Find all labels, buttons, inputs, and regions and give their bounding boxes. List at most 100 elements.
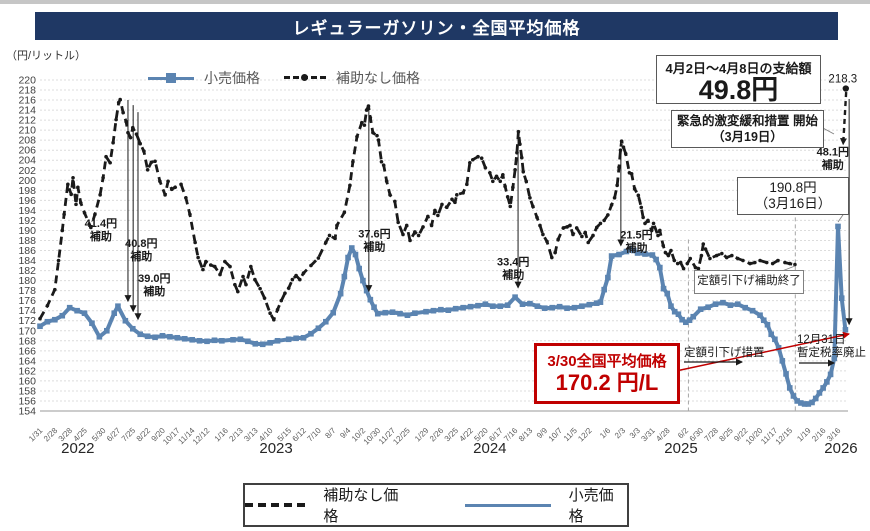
svg-text:2/13: 2/13	[227, 426, 245, 444]
svg-text:3/31: 3/31	[639, 426, 657, 444]
svg-text:12/12: 12/12	[191, 426, 212, 447]
svg-text:2022: 2022	[61, 440, 94, 457]
svg-text:176: 176	[18, 295, 36, 307]
legend-top: 小売価格 補助なし価格	[148, 68, 420, 88]
y-axis-unit-label: （円/リットル）	[6, 50, 87, 62]
emergency-measure-box: 緊急的激変緩和措置 開始 （3月19日）	[671, 110, 824, 148]
dot-marker-icon	[301, 74, 308, 81]
title-bar: レギュラーガソリン・全国平均価格	[35, 12, 838, 40]
svg-text:1/19: 1/19	[795, 426, 813, 444]
svg-text:8/7: 8/7	[323, 426, 338, 441]
svg-text:1/29: 1/29	[413, 426, 431, 444]
svg-text:168: 168	[18, 335, 36, 347]
svg-text:218.3: 218.3	[828, 73, 857, 85]
emergency-measure-label: 緊急的激変緩和措置 開始	[677, 114, 818, 128]
svg-text:1/6: 1/6	[598, 426, 613, 441]
svg-text:212: 212	[18, 115, 36, 127]
svg-text:164: 164	[18, 355, 36, 367]
svg-text:2023: 2023	[259, 440, 292, 457]
svg-text:48.1円: 48.1円	[817, 146, 849, 159]
tax-abolition-text: 暫定税率廃止	[797, 347, 866, 359]
svg-text:2026: 2026	[824, 440, 857, 457]
payment-amount-value: 49.8円	[698, 75, 779, 105]
svg-text:2024: 2024	[473, 440, 506, 457]
average-price-box: 3/30全国平均価格 170.2 円/L	[534, 343, 680, 404]
svg-text:214: 214	[18, 105, 36, 117]
svg-text:204: 204	[18, 155, 36, 167]
legend-retail-label: 小売価格	[204, 70, 260, 86]
svg-text:158: 158	[18, 385, 36, 397]
svg-text:1/31: 1/31	[27, 426, 45, 444]
subsidy-end-label: 定額引下げ補助終了	[697, 275, 801, 287]
svg-text:194: 194	[18, 205, 36, 217]
svg-text:156: 156	[18, 395, 36, 407]
average-price-title: 3/30全国平均価格	[547, 353, 667, 370]
svg-text:192: 192	[18, 215, 36, 227]
svg-text:7/10: 7/10	[305, 426, 323, 444]
peak-retail-box: 190.8円 （3月16日）	[737, 177, 849, 215]
svg-text:218: 218	[18, 85, 36, 97]
svg-text:160: 160	[18, 375, 36, 387]
legend-bottom: 補助なし価格 小売価格	[243, 483, 629, 527]
svg-text:8/13: 8/13	[517, 426, 535, 444]
svg-text:208: 208	[18, 135, 36, 147]
svg-text:200: 200	[18, 175, 36, 187]
svg-text:2025: 2025	[664, 440, 697, 457]
no-subsidy-line-sample	[245, 503, 306, 507]
svg-text:2/26: 2/26	[428, 426, 446, 444]
svg-text:40.8円: 40.8円	[125, 237, 157, 250]
svg-text:6/27: 6/27	[105, 426, 123, 444]
svg-text:21.5円: 21.5円	[620, 228, 652, 241]
svg-text:11/5: 11/5	[562, 426, 579, 443]
svg-text:182: 182	[18, 265, 36, 277]
svg-text:186: 186	[18, 245, 36, 257]
svg-text:166: 166	[18, 345, 36, 357]
svg-text:10/7: 10/7	[547, 426, 565, 444]
tax-abolition-label: 12月31日 暫定税率廃止	[797, 334, 866, 360]
svg-text:補助: 補助	[362, 239, 385, 253]
svg-text:198: 198	[18, 185, 36, 197]
svg-text:3/13: 3/13	[242, 426, 260, 444]
subsidy-end-box: 定額引下げ補助終了	[694, 270, 804, 294]
no-subsidy-line-sample	[284, 71, 326, 85]
svg-text:216: 216	[18, 95, 36, 107]
retail-line-sample	[464, 503, 551, 507]
svg-text:2/28: 2/28	[42, 426, 60, 444]
svg-text:3/25: 3/25	[443, 426, 461, 444]
payment-period-label: 4月2日～4月8日の支給額	[665, 61, 812, 76]
svg-text:8/22: 8/22	[135, 426, 153, 444]
svg-text:補助: 補助	[129, 249, 152, 263]
svg-text:190: 190	[18, 225, 36, 237]
retail-line-sample	[148, 71, 194, 85]
svg-text:6/12: 6/12	[291, 426, 309, 444]
svg-text:184: 184	[18, 255, 36, 267]
svg-text:162: 162	[18, 365, 36, 377]
svg-text:174: 174	[18, 305, 36, 317]
svg-text:補助: 補助	[624, 240, 647, 254]
average-price-value: 170.2 円/L	[555, 370, 659, 395]
peak-retail-value: 190.8円	[769, 180, 817, 195]
svg-text:8/25: 8/25	[717, 426, 735, 444]
svg-text:12/25: 12/25	[391, 426, 412, 447]
legend-no-subsidy-label: 補助なし価格	[336, 70, 420, 86]
svg-text:補助: 補助	[501, 268, 524, 282]
fixed-cut-label: 定額引下げ措置	[684, 347, 765, 359]
svg-text:2/3: 2/3	[613, 426, 628, 441]
svg-text:33.4円: 33.4円	[497, 256, 529, 269]
svg-text:220: 220	[18, 75, 36, 87]
svg-text:39.0円: 39.0円	[138, 272, 170, 285]
svg-text:180: 180	[18, 275, 36, 287]
svg-text:補助: 補助	[142, 284, 165, 298]
svg-text:196: 196	[18, 195, 36, 207]
svg-text:12/2: 12/2	[576, 426, 594, 444]
top-strip	[0, 0, 870, 4]
square-marker-icon	[166, 73, 176, 83]
svg-text:210: 210	[18, 125, 36, 137]
legend-bottom-no-subsidy-label: 補助なし価格	[323, 487, 399, 525]
svg-text:202: 202	[18, 165, 36, 177]
svg-text:206: 206	[18, 145, 36, 157]
page-title: レギュラーガソリン・全国平均価格	[292, 18, 581, 38]
svg-text:172: 172	[18, 315, 36, 327]
svg-text:170: 170	[18, 325, 36, 337]
